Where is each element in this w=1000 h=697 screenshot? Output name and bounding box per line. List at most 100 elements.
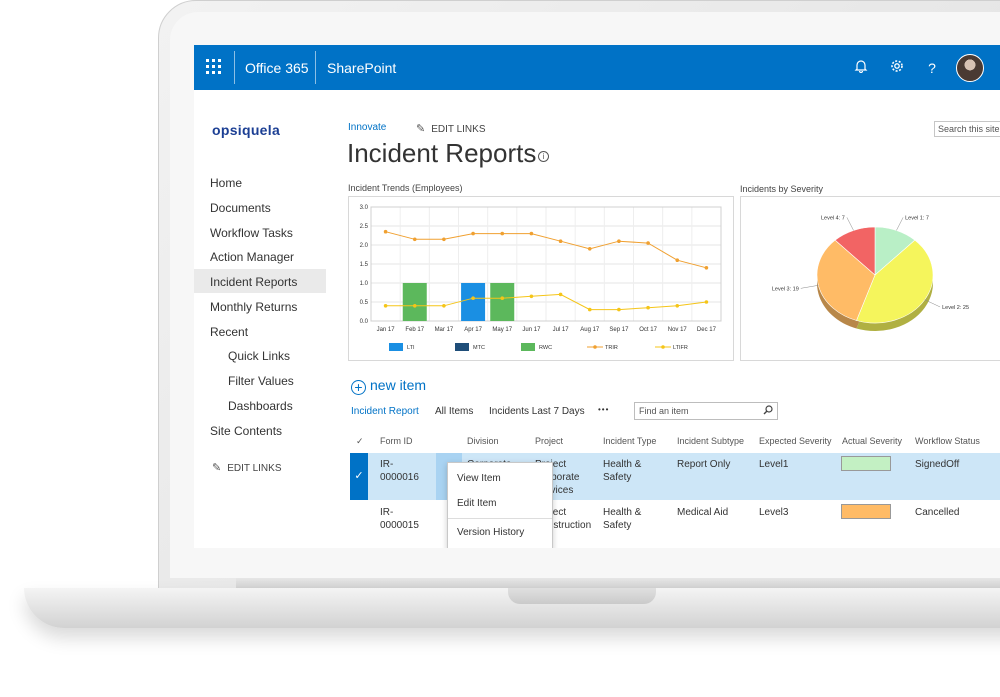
- pie-slice-label: Level 4: 7: [821, 215, 845, 221]
- legend-label: TRIR: [605, 345, 618, 351]
- column-header-incident-type[interactable]: Incident Type: [603, 436, 657, 446]
- site-search-input[interactable]: Search this site: [934, 121, 1000, 137]
- x-tick-label: Sep 17: [609, 327, 629, 333]
- column-header-actual-severity[interactable]: Actual Severity: [842, 436, 903, 446]
- sidebar-item-action-manager[interactable]: Action Manager: [210, 250, 295, 264]
- sidebar-item-filter-values[interactable]: Filter Values: [228, 374, 294, 388]
- pie-slice-label: Level 2: 25: [942, 305, 969, 311]
- row2-form-id-line2: 0000015: [380, 520, 419, 531]
- column-header-expected-severity[interactable]: Expected Severity: [759, 436, 832, 446]
- legend-label: RWC: [539, 345, 552, 351]
- y-tick-label: 2.0: [360, 243, 369, 249]
- view-tab-incident-report[interactable]: Incident Report: [351, 406, 419, 417]
- trends-chart-title: Incident Trends (Employees): [348, 183, 463, 193]
- sidebar-item-monthly-returns[interactable]: Monthly Returns: [210, 300, 298, 314]
- find-item-input[interactable]: Find an item: [634, 402, 778, 420]
- point-trir: [646, 241, 650, 245]
- point-trir: [675, 258, 680, 262]
- breadcrumb[interactable]: Innovate: [348, 122, 387, 133]
- pie-slice: [834, 226, 876, 276]
- office365-link[interactable]: Office 365: [245, 60, 309, 76]
- point-trir: [617, 239, 621, 243]
- column-header-division[interactable]: Division: [467, 436, 499, 446]
- point-ltifr: [383, 304, 388, 308]
- user-avatar[interactable]: [956, 54, 984, 82]
- sidebar-item-dashboards[interactable]: Dashboards: [228, 399, 293, 413]
- view-tab-incidents-last-7-days[interactable]: Incidents Last 7 Days: [489, 406, 585, 417]
- x-tick-label: Apr 17: [464, 327, 482, 333]
- view-tab-all-items[interactable]: All Items: [435, 406, 474, 417]
- suite-divider: [234, 51, 235, 84]
- pie-slice: [816, 239, 876, 321]
- app-launcher-icon[interactable]: [206, 59, 222, 75]
- y-tick-label: 2.5: [360, 224, 369, 230]
- bell-icon[interactable]: [852, 59, 870, 77]
- laptop-hinge: [236, 578, 1000, 590]
- menu-item-version-history[interactable]: Version History: [457, 527, 525, 538]
- point-trir: [558, 239, 563, 243]
- pie-leader-line: [896, 217, 904, 231]
- trends-chart-panel: 0.0 0.5 1.0 1.5 2.0 2.5 3.0 Jan 17 Feb 17 Mar 17 A…: [348, 196, 734, 361]
- sidebar-item-incident-reports[interactable]: Incident Reports: [210, 275, 298, 289]
- row2-incident-subtype: Medical Aid: [677, 507, 729, 518]
- row2-actual-severity-swatch: [841, 504, 891, 519]
- y-tick-label: 1.0: [360, 281, 369, 287]
- more-views-button[interactable]: •••: [598, 405, 610, 414]
- row2-workflow-status: Cancelled: [915, 507, 960, 518]
- point-trir: [529, 231, 534, 236]
- row1-actual-severity-swatch: [841, 456, 891, 471]
- search-icon[interactable]: [763, 405, 773, 418]
- menu-item-edit-item[interactable]: Edit Item: [457, 498, 497, 509]
- row1-form-id-line1: IR-: [380, 459, 394, 470]
- x-tick-label: Aug 17: [580, 327, 600, 333]
- point-ltifr: [617, 307, 621, 312]
- sidebar-item-recent[interactable]: Recent: [210, 325, 249, 339]
- legend-label: LTI: [407, 345, 415, 351]
- column-header-project[interactable]: Project: [535, 436, 564, 446]
- top-edit-links[interactable]: ✎ EDIT LINKS: [416, 122, 486, 135]
- x-tick-label: Feb 17: [405, 327, 424, 333]
- column-header-form-id[interactable]: Form ID: [380, 436, 413, 446]
- sharepoint-screen: Office 365 SharePoint ? opsiquela Home D…: [194, 45, 1000, 548]
- row1-project-line3: Services: [535, 485, 574, 496]
- help-icon[interactable]: ?: [928, 60, 936, 76]
- sidebar-item-site-contents[interactable]: Site Contents: [210, 424, 283, 438]
- legend-swatch: [593, 345, 597, 349]
- row1-type-line1: Health &: [603, 459, 642, 470]
- row1-project-line2: Corporate: [535, 472, 580, 483]
- select-all-check-icon[interactable]: ✓: [356, 436, 364, 446]
- menu-item-view-item[interactable]: View Item: [457, 473, 501, 484]
- point-ltifr: [529, 294, 534, 299]
- row1-form-id[interactable]: IR- 0000016: [380, 458, 419, 484]
- legend-label: MTC: [473, 345, 485, 351]
- row2-form-id[interactable]: IR- 0000015: [380, 506, 419, 532]
- legend-swatch: [521, 343, 535, 351]
- sidebar-item-quick-links[interactable]: Quick Links: [228, 349, 291, 363]
- sidebar-item-home[interactable]: Home: [210, 176, 243, 190]
- row2-incident-type: Health & Safety: [603, 506, 641, 532]
- sidebar-item-documents[interactable]: Documents: [210, 201, 271, 215]
- column-header-workflow-status[interactable]: Workflow Status: [915, 436, 980, 446]
- row-check-icon[interactable]: ✓: [350, 453, 368, 500]
- pie-leader-line: [800, 285, 819, 289]
- sidebar-edit-links[interactable]: ✎ EDIT LINKS: [212, 461, 282, 474]
- new-item-button[interactable]: + new item: [351, 377, 426, 395]
- menu-separator: [448, 518, 552, 519]
- pie-slice: [856, 239, 934, 324]
- point-trir: [412, 237, 417, 242]
- y-tick-label: 3.0: [360, 205, 369, 211]
- site-logo[interactable]: opsiquela: [212, 122, 281, 138]
- column-header-incident-subtype[interactable]: Incident Subtype: [677, 436, 745, 446]
- row2-type-line2: Safety: [603, 520, 632, 531]
- top-edit-links-label: EDIT LINKS: [431, 124, 486, 135]
- trends-chart: 0.0 0.5 1.0 1.5 2.0 2.5 3.0 Jan 17 Feb 17 Mar 17 A…: [360, 205, 722, 351]
- info-icon[interactable]: i: [538, 151, 549, 162]
- x-tick-label: Nov 17: [668, 327, 688, 333]
- row2-form-id-line1: IR-: [380, 507, 394, 518]
- legend-swatch: [661, 345, 665, 349]
- sharepoint-link[interactable]: SharePoint: [327, 60, 397, 76]
- gear-icon[interactable]: [888, 59, 906, 77]
- pencil-icon: ✎: [212, 462, 222, 474]
- sidebar-item-workflow-tasks[interactable]: Workflow Tasks: [210, 226, 293, 240]
